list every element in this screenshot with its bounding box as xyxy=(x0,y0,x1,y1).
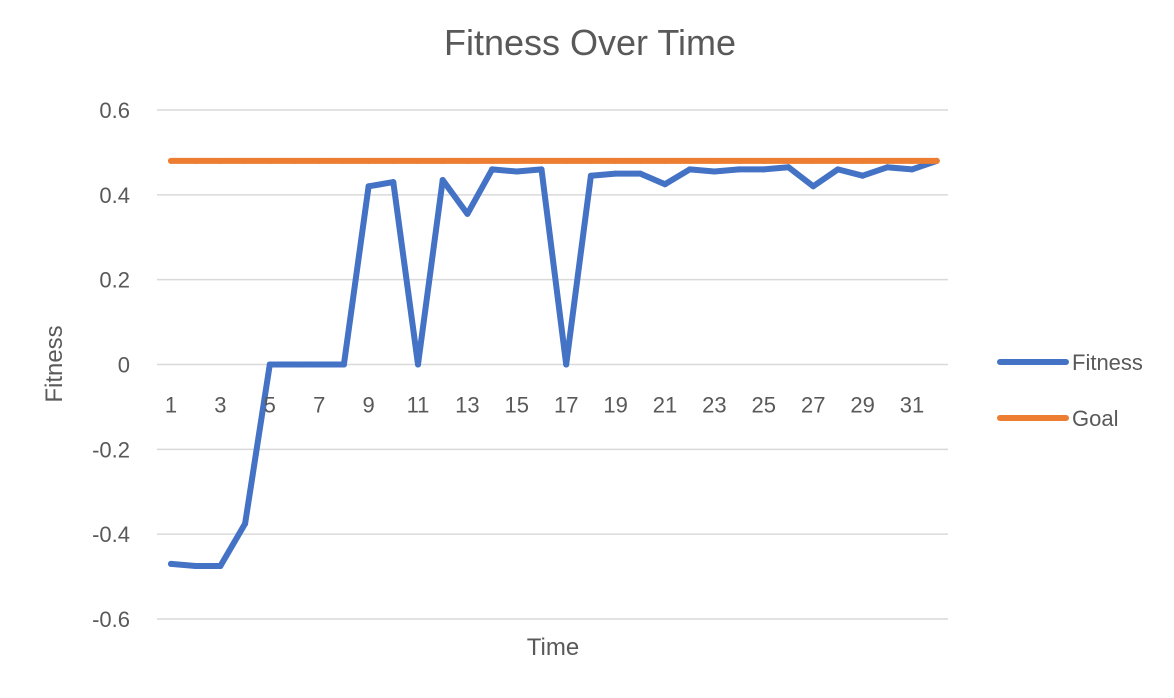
data-point-goal xyxy=(415,157,421,164)
data-point-fitness xyxy=(291,361,298,368)
legend-label-fitness: Fitness xyxy=(1072,350,1143,375)
x-tick-label: 31 xyxy=(900,393,924,418)
data-point-fitness xyxy=(192,563,199,569)
data-point-fitness xyxy=(415,361,421,368)
data-point-fitness xyxy=(242,520,249,527)
data-point-goal xyxy=(810,157,817,164)
x-tick-label: 23 xyxy=(702,393,726,418)
data-point-goal xyxy=(168,157,174,164)
data-point-goal xyxy=(242,157,249,164)
data-point-goal xyxy=(933,157,940,164)
data-point-fitness xyxy=(834,166,841,173)
data-point-goal xyxy=(192,157,199,164)
x-tick-label: 11 xyxy=(407,393,430,418)
data-point-fitness xyxy=(760,166,767,173)
data-point-goal xyxy=(291,157,298,164)
data-point-fitness xyxy=(859,172,866,179)
data-point-fitness xyxy=(810,183,817,190)
x-tick-label: 7 xyxy=(313,393,325,418)
x-tick-label: 25 xyxy=(752,393,776,418)
data-point-goal xyxy=(736,157,743,164)
y-axis-label: Fitness xyxy=(41,325,68,402)
data-point-fitness xyxy=(538,166,545,173)
chart-title: Fitness Over Time xyxy=(444,22,736,63)
legend-label-goal: Goal xyxy=(1072,406,1118,431)
data-point-fitness xyxy=(736,166,743,173)
data-point-goal xyxy=(439,157,446,164)
data-point-fitness xyxy=(513,168,520,175)
data-point-fitness xyxy=(168,560,174,567)
data-point-fitness xyxy=(217,563,224,569)
data-point-goal xyxy=(316,157,323,164)
y-tick-label: -0.6 xyxy=(92,607,130,632)
data-point-fitness xyxy=(686,166,693,173)
data-point-goal xyxy=(489,157,496,164)
x-tick-label: 15 xyxy=(505,393,529,418)
data-point-goal xyxy=(785,157,792,164)
x-tick-label: 27 xyxy=(801,393,825,418)
data-point-fitness xyxy=(909,166,915,173)
data-point-fitness xyxy=(612,170,619,177)
data-point-goal xyxy=(662,157,668,164)
y-tick-label: 0.2 xyxy=(99,268,130,293)
x-tick-label: 5 xyxy=(264,393,276,418)
data-point-goal xyxy=(711,157,718,164)
data-point-fitness xyxy=(489,166,496,173)
data-point-fitness xyxy=(587,172,594,179)
data-point-fitness xyxy=(316,361,323,368)
legend: Fitness Goal xyxy=(997,350,1143,431)
x-tick-label: 19 xyxy=(603,393,627,418)
y-tick-label: 0.6 xyxy=(99,98,130,123)
data-point-goal xyxy=(513,157,520,164)
data-point-goal xyxy=(612,157,619,164)
x-axis-label: Time xyxy=(527,634,579,661)
data-point-goal xyxy=(390,157,397,164)
y-tick-label: 0 xyxy=(118,353,130,378)
x-tick-label: 9 xyxy=(362,393,374,418)
x-axis-tick-labels: 1 3 5 7 9 11 13 15 17 19 21 23 25 27 29 31 xyxy=(165,393,924,418)
data-point-fitness xyxy=(637,170,644,177)
data-point-goal xyxy=(587,157,594,164)
x-tick-label: 17 xyxy=(554,393,578,418)
data-point-goal xyxy=(884,157,891,164)
data-point-goal xyxy=(340,157,347,164)
x-tick-label: 29 xyxy=(850,393,874,418)
x-tick-label: 21 xyxy=(653,393,677,418)
data-point-goal xyxy=(266,157,273,164)
data-point-fitness xyxy=(785,164,792,171)
data-point-goal xyxy=(859,157,866,164)
data-point-fitness xyxy=(439,177,446,183)
data-point-goal xyxy=(686,157,693,164)
series-line-fitness xyxy=(168,157,940,569)
data-point-fitness xyxy=(390,179,397,186)
y-tick-label: -0.2 xyxy=(92,437,130,462)
y-axis-tick-labels: 0.6 0.4 0.2 0 -0.2 -0.4 -0.6 xyxy=(92,98,130,632)
data-point-goal xyxy=(217,157,224,164)
data-series xyxy=(168,157,940,569)
y-tick-label: -0.4 xyxy=(92,522,130,547)
data-point-fitness xyxy=(464,210,471,217)
data-point-fitness xyxy=(365,183,372,190)
data-point-fitness xyxy=(563,361,570,368)
data-point-fitness xyxy=(266,361,273,368)
data-point-goal xyxy=(464,157,471,164)
x-tick-label: 1 xyxy=(165,393,177,418)
data-point-goal xyxy=(365,157,372,164)
data-point-goal xyxy=(637,157,644,164)
data-point-fitness xyxy=(711,168,718,175)
data-point-goal xyxy=(834,157,841,164)
data-point-goal xyxy=(760,157,767,164)
data-point-fitness xyxy=(662,181,668,188)
data-point-goal xyxy=(563,157,570,164)
data-point-goal xyxy=(909,157,915,164)
y-tick-label: 0.4 xyxy=(99,183,130,208)
x-tick-label: 13 xyxy=(455,393,479,418)
data-point-goal xyxy=(538,157,545,164)
data-point-fitness xyxy=(884,164,891,171)
data-point-fitness xyxy=(340,361,347,368)
x-tick-label: 3 xyxy=(214,393,226,418)
